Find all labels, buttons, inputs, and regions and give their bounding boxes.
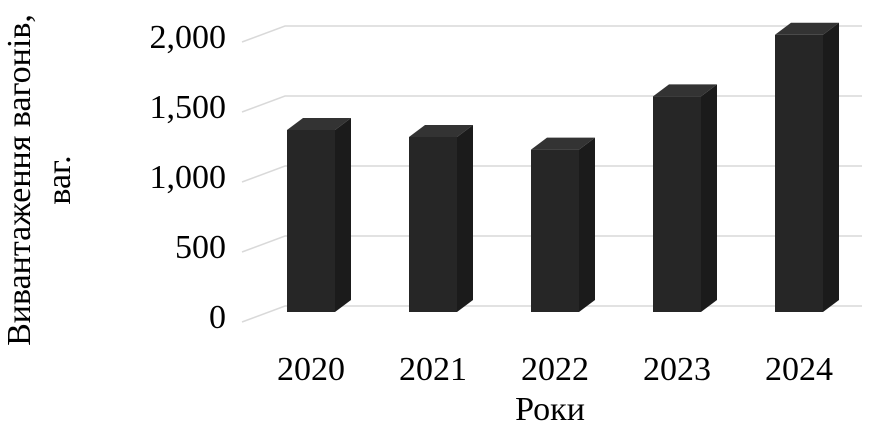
x-tick-label: 2022 bbox=[521, 351, 589, 388]
bar-side bbox=[457, 125, 473, 312]
y-tick-label: 1,000 bbox=[150, 159, 227, 196]
y-axis-label: Вивантаження вагонів, ваг. bbox=[1, 14, 78, 346]
bar bbox=[287, 118, 351, 312]
bar-front bbox=[653, 96, 701, 313]
bar-top bbox=[775, 22, 839, 35]
bar-side bbox=[335, 118, 351, 312]
bar-front bbox=[531, 149, 579, 312]
bar-side bbox=[823, 22, 839, 313]
bar-front bbox=[775, 34, 823, 313]
bar-side bbox=[579, 137, 595, 312]
x-tick-label: 2021 bbox=[399, 351, 467, 388]
x-tick-label: 2023 bbox=[643, 351, 711, 388]
x-axis-label: Роки bbox=[515, 391, 585, 428]
bar bbox=[531, 137, 595, 312]
bar bbox=[409, 125, 473, 312]
bar bbox=[653, 84, 717, 313]
bar-top bbox=[653, 84, 717, 97]
grid-line bbox=[241, 95, 862, 113]
bar-top bbox=[409, 125, 473, 137]
y-tick-label: 1,500 bbox=[150, 89, 227, 126]
bar-top bbox=[287, 118, 351, 130]
grid-line bbox=[241, 25, 862, 43]
x-tick-label: 2024 bbox=[765, 351, 833, 388]
bar-top bbox=[531, 137, 595, 150]
x-tick-label: 2020 bbox=[277, 351, 345, 388]
bar-front bbox=[409, 137, 457, 312]
bar-front bbox=[287, 130, 335, 312]
bar-side bbox=[701, 84, 717, 313]
bar bbox=[775, 22, 839, 313]
y-tick-label: 2,000 bbox=[150, 19, 227, 56]
y-tick-label: 500 bbox=[175, 229, 226, 266]
y-tick-label: 0 bbox=[209, 299, 226, 336]
